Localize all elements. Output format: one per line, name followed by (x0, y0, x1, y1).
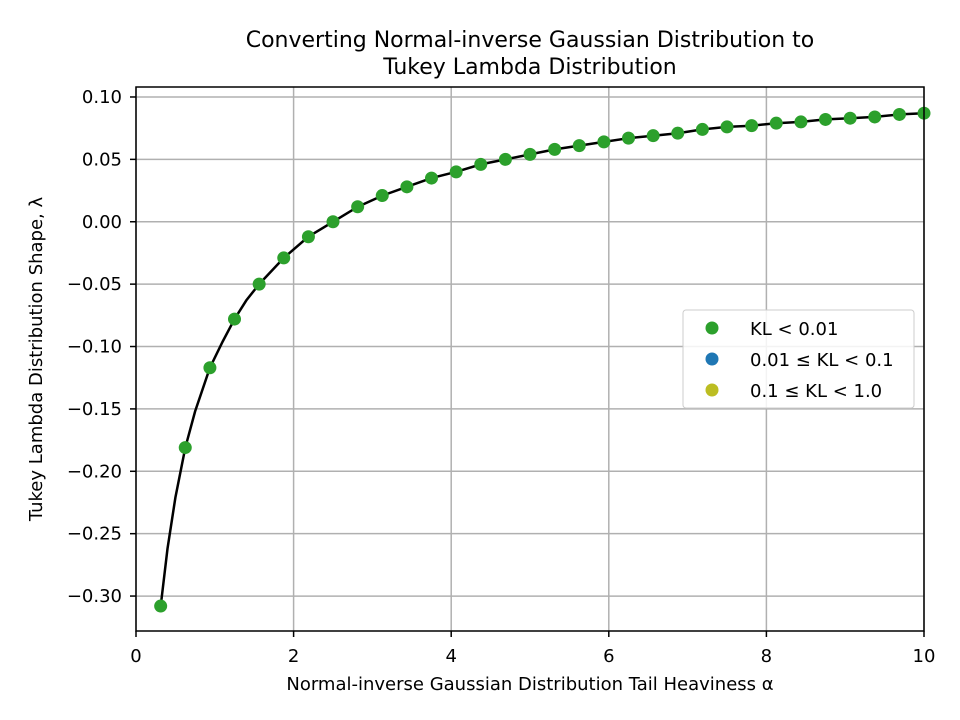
data-point (277, 251, 291, 265)
data-point (351, 200, 365, 214)
x-tick-label: 4 (445, 646, 456, 667)
data-point (843, 111, 857, 125)
x-tick-label: 0 (130, 646, 141, 667)
data-point (794, 115, 808, 129)
legend-marker (705, 321, 719, 335)
data-point (375, 189, 389, 203)
x-tick-label: 8 (761, 646, 772, 667)
data-point (868, 110, 882, 124)
axes-frame (135, 86, 925, 632)
data-point (671, 126, 685, 140)
x-tick-label: 10 (913, 646, 936, 667)
legend: KL < 0.01 0.01 ≤ KL < 0.1 0.1 ≤ KL < 1.0 (682, 309, 915, 409)
data-point (498, 152, 512, 166)
legend-label: KL < 0.01 (750, 319, 838, 340)
axis-ticks: 0 2 4 6 8 10 −0.30 −0.25 −0.20 −0.15 −0.10 −0.05 0.0… (67, 87, 936, 667)
data-point (720, 120, 734, 134)
data-point (154, 599, 168, 613)
data-point (203, 361, 217, 375)
legend-label: 0.01 ≤ KL < 0.1 (750, 350, 894, 371)
y-axis-label: Tukey Lambda Distribution Shape, λ (26, 197, 47, 523)
data-point (769, 116, 783, 130)
data-point (178, 441, 192, 455)
data-point (301, 230, 315, 244)
data-point (523, 147, 537, 161)
data-point (597, 135, 611, 149)
y-tick-label: −0.25 (67, 524, 122, 545)
legend-box (682, 309, 915, 409)
x-tick-label: 6 (603, 646, 614, 667)
data-point (474, 157, 488, 171)
chart-title-line: Converting Normal-inverse Gaussian Distr… (246, 28, 815, 53)
data-point (400, 180, 414, 194)
data-point (646, 129, 660, 143)
data-point (745, 119, 759, 133)
data-point (228, 312, 241, 326)
data-point (572, 139, 586, 153)
data-point (326, 215, 340, 229)
y-tick-label: 0.05 (82, 149, 122, 170)
y-tick-label: 0.10 (82, 87, 122, 108)
data-point (449, 165, 463, 179)
y-tick-label: −0.30 (67, 586, 122, 607)
chart-title-line: Tukey Lambda Distribution (382, 55, 676, 80)
data-point (892, 107, 906, 121)
y-tick-label: −0.20 (67, 461, 122, 482)
x-tick-label: 2 (288, 646, 299, 667)
legend-label: 0.1 ≤ KL < 1.0 (750, 381, 882, 402)
y-tick-label: −0.10 (67, 337, 122, 358)
data-points (154, 106, 931, 613)
data-point (252, 277, 266, 291)
y-tick-label: −0.15 (67, 399, 122, 420)
data-point (425, 171, 438, 185)
data-point (622, 131, 635, 145)
data-point (819, 112, 832, 126)
chart-title: Converting Normal-inverse Gaussian Distr… (246, 28, 815, 80)
legend-marker (705, 383, 719, 397)
x-axis-label: Normal-inverse Gaussian Distribution Tai… (286, 674, 773, 695)
data-point (548, 142, 562, 156)
legend-marker (705, 352, 719, 366)
y-tick-label: 0.00 (82, 212, 122, 233)
data-point (695, 122, 709, 136)
y-tick-label: −0.05 (67, 274, 122, 295)
